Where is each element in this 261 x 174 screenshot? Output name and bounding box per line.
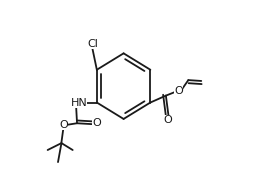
Text: O: O [174, 86, 183, 96]
Text: O: O [92, 118, 101, 128]
Text: Cl: Cl [87, 39, 98, 49]
Text: O: O [60, 120, 68, 130]
Text: O: O [163, 115, 172, 125]
Text: HN: HN [71, 98, 87, 108]
